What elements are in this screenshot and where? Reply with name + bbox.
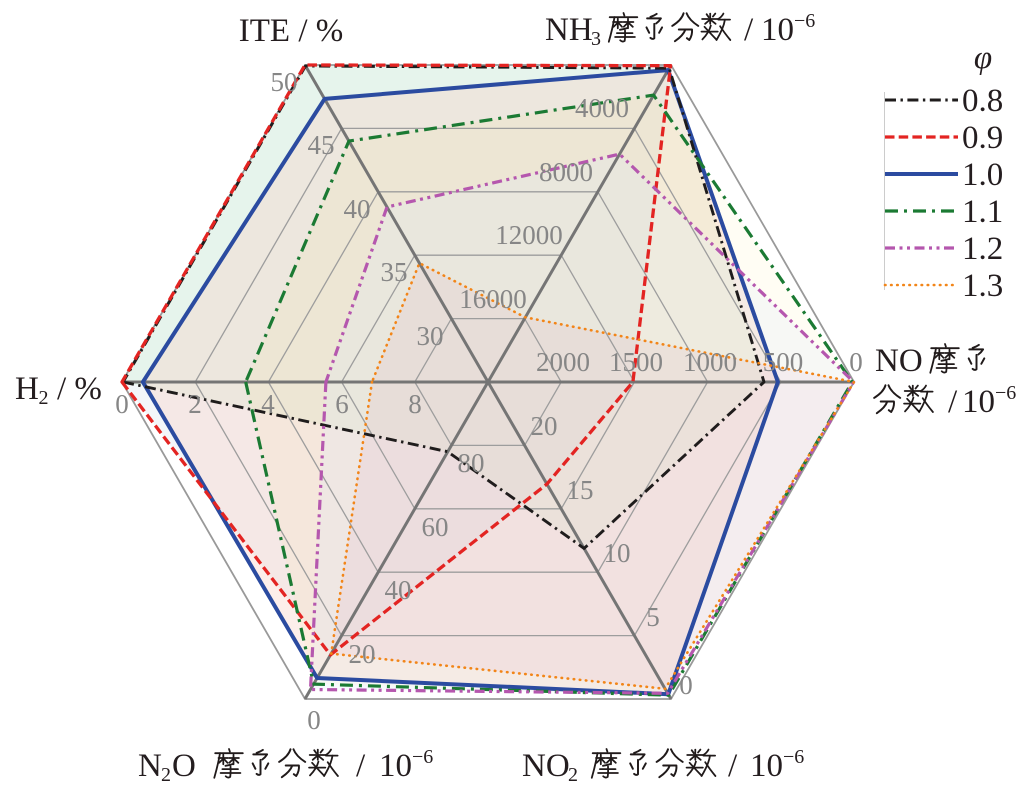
svg-text:1000: 1000 (683, 347, 737, 377)
svg-text:8: 8 (408, 389, 422, 419)
svg-text:45: 45 (308, 130, 335, 160)
svg-text:ITE / %: ITE / % (239, 13, 343, 49)
svg-text:30: 30 (417, 321, 444, 351)
svg-text:−6: −6 (794, 10, 815, 32)
svg-text:10: 10 (761, 12, 794, 48)
svg-text:20: 20 (531, 411, 558, 441)
svg-text:1500: 1500 (609, 347, 663, 377)
svg-text:/: / (948, 384, 958, 420)
svg-text:H: H (15, 371, 39, 407)
svg-text:−6: −6 (412, 746, 433, 768)
svg-text:2: 2 (568, 764, 578, 786)
svg-text:0.8: 0.8 (962, 83, 1003, 119)
svg-text:O: O (172, 748, 196, 784)
svg-text:0: 0 (679, 670, 693, 700)
svg-text:1.0: 1.0 (962, 157, 1003, 193)
svg-text:/ %: / % (57, 371, 102, 407)
svg-text:NO: NO (522, 748, 570, 784)
svg-text:10: 10 (750, 748, 783, 784)
svg-text:40: 40 (385, 575, 412, 605)
svg-text:−6: −6 (995, 382, 1016, 404)
svg-text:500: 500 (763, 347, 804, 377)
svg-text:/: / (728, 748, 738, 784)
svg-text:3: 3 (591, 28, 601, 50)
svg-text:2: 2 (188, 389, 202, 419)
svg-text:40: 40 (344, 194, 371, 224)
svg-text:φ: φ (974, 40, 992, 76)
svg-text:1.1: 1.1 (962, 194, 1003, 230)
svg-text:35: 35 (381, 257, 408, 287)
svg-text:60: 60 (422, 512, 449, 542)
svg-text:0: 0 (849, 347, 863, 377)
svg-text:2: 2 (39, 387, 49, 409)
svg-text:4000: 4000 (575, 93, 629, 123)
svg-text:4: 4 (261, 389, 275, 419)
svg-text:0: 0 (115, 389, 129, 419)
svg-text:80: 80 (458, 448, 485, 478)
svg-text:50: 50 (271, 67, 298, 97)
svg-text:2: 2 (161, 764, 171, 786)
svg-text:10: 10 (379, 748, 412, 784)
svg-text:16000: 16000 (459, 284, 527, 314)
svg-text:10: 10 (962, 384, 995, 420)
svg-text:0: 0 (307, 705, 321, 735)
svg-text:/: / (356, 748, 366, 784)
svg-text:6: 6 (335, 389, 349, 419)
svg-text:2000: 2000 (536, 347, 590, 377)
svg-text:1.2: 1.2 (962, 231, 1003, 267)
svg-text:NH: NH (545, 12, 593, 48)
svg-text:−6: −6 (783, 746, 804, 768)
svg-text:0.9: 0.9 (962, 120, 1003, 156)
svg-text:8000: 8000 (539, 157, 593, 187)
svg-text:N: N (138, 748, 162, 784)
svg-text:15: 15 (567, 475, 594, 505)
svg-text:/: / (744, 12, 754, 48)
svg-text:10: 10 (604, 538, 631, 568)
svg-text:12000: 12000 (495, 220, 563, 250)
svg-text:5: 5 (646, 602, 660, 632)
svg-text:20: 20 (349, 639, 376, 669)
svg-text:NO: NO (875, 343, 923, 379)
svg-text:1.3: 1.3 (962, 268, 1003, 304)
